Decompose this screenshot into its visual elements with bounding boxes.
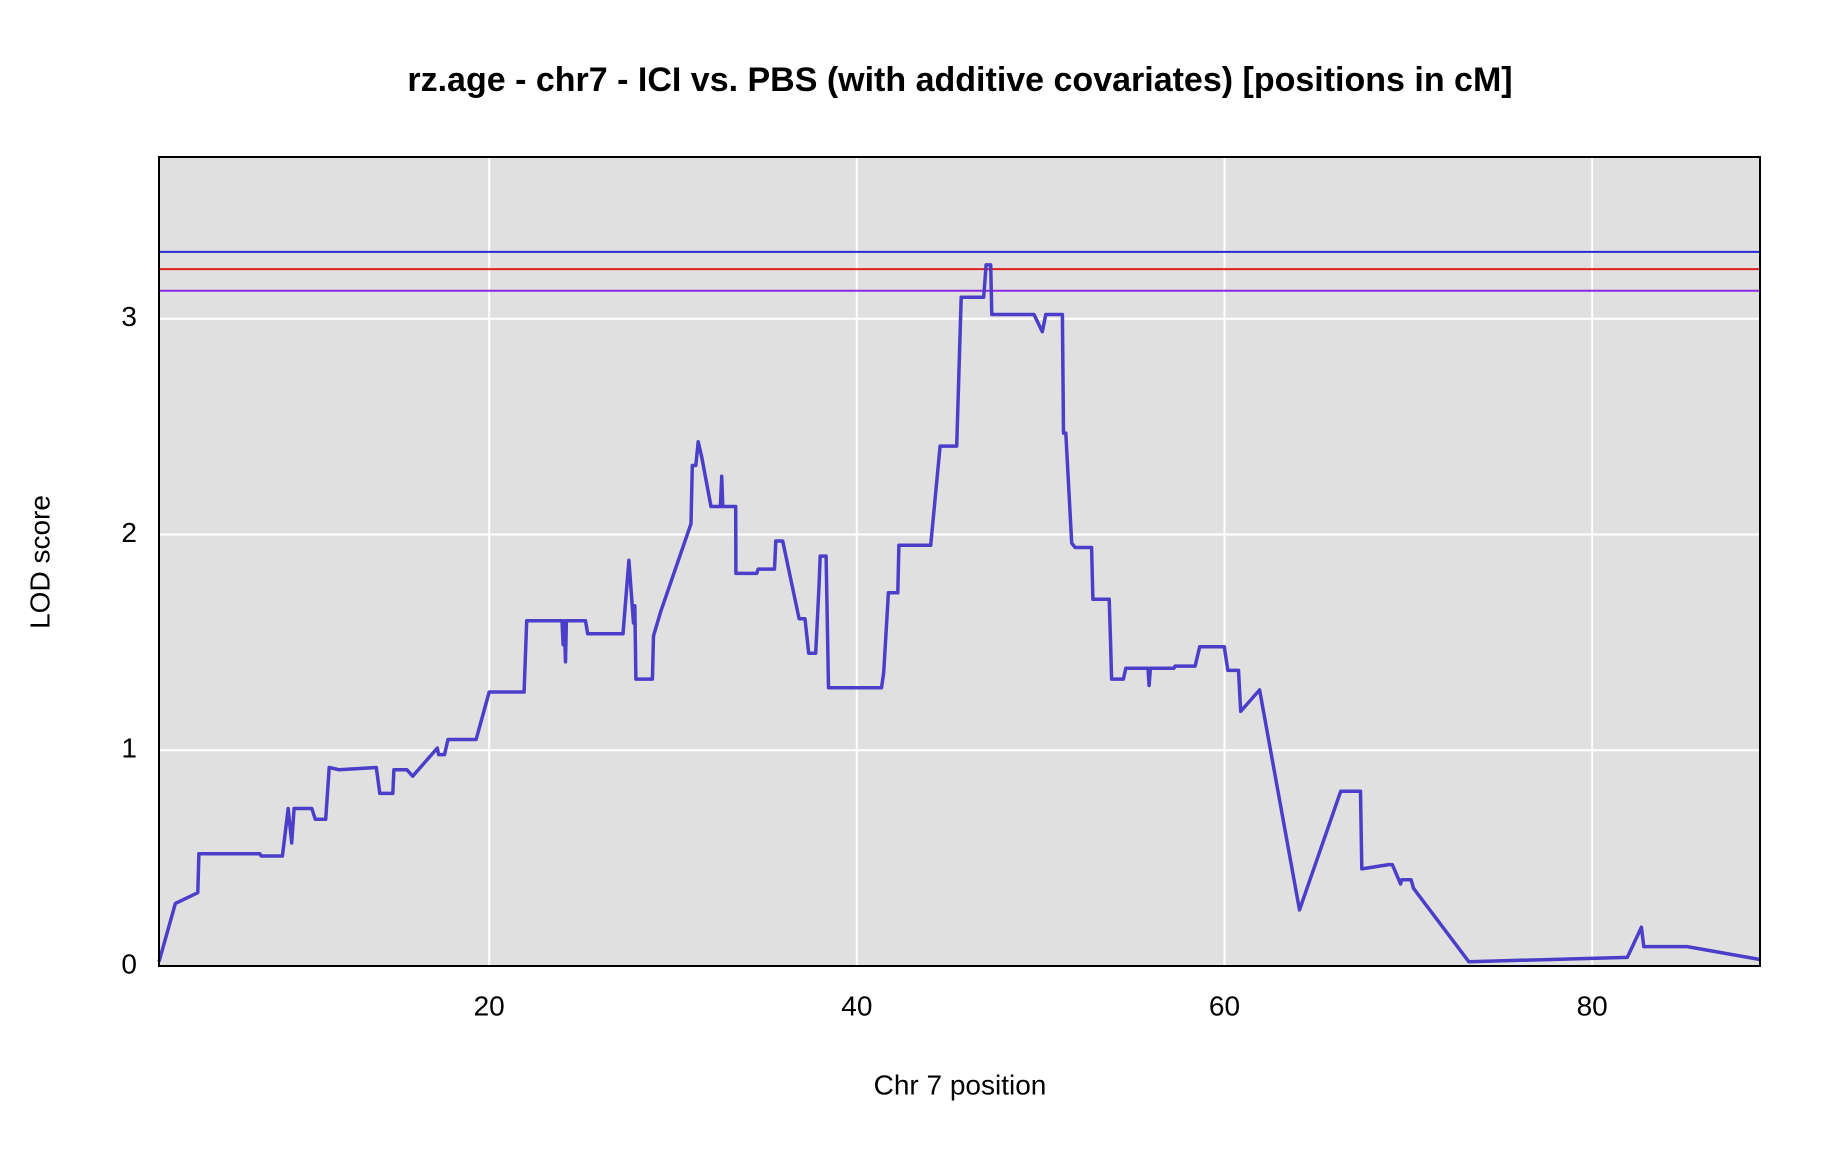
plot-frame (158, 156, 1761, 967)
plot-background (159, 157, 1760, 966)
x-tick-label: 60 (1209, 990, 1240, 1021)
y-tick-label: 3 (121, 301, 137, 332)
y-axis-label: LOD score (24, 495, 55, 629)
x-tick-label: 40 (841, 990, 872, 1021)
y-tick-label: 2 (121, 517, 137, 548)
x-tick-label: 20 (474, 990, 505, 1021)
x-axis-label: Chr 7 position (874, 1069, 1047, 1100)
lod-line (157, 263, 1761, 964)
x-tick-label: 80 (1577, 990, 1608, 1021)
y-tick-label: 1 (121, 733, 137, 764)
y-tick-label: 0 (121, 948, 137, 979)
chart-title: rz.age - chr7 - ICI vs. PBS (with additi… (407, 61, 1512, 99)
